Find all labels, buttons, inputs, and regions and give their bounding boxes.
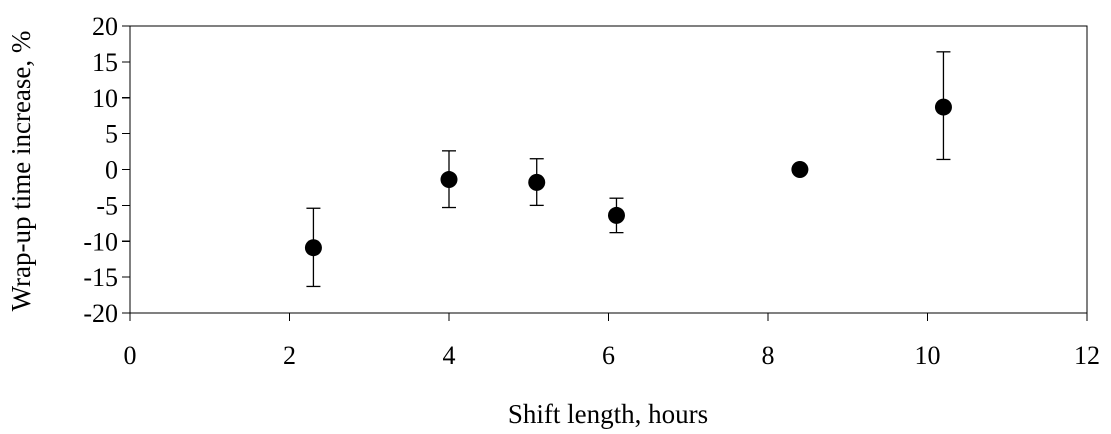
error-bars	[306, 51, 951, 288]
y-tick-label: -20	[83, 299, 118, 328]
x-tick-label: 4	[443, 341, 456, 370]
data-point	[528, 173, 546, 191]
x-axis-ticks: 0 2 4 6 8 10 12	[124, 313, 1100, 370]
data-point	[440, 171, 458, 189]
x-tick-label: 12	[1074, 341, 1100, 370]
y-axis-ticks: -20 -15 -10 -5 0 5 10 15 20	[83, 12, 130, 328]
y-tick-label: 15	[92, 48, 118, 77]
data-point	[607, 206, 625, 224]
x-tick-label: 10	[915, 341, 941, 370]
y-tick-label: 0	[105, 156, 118, 185]
data-point	[791, 161, 809, 178]
y-tick-label: 5	[105, 120, 118, 149]
x-tick-label: 2	[283, 341, 296, 370]
x-axis-title: Shift length, hours	[508, 399, 708, 429]
x-tick-label: 8	[762, 341, 775, 370]
x-tick-label: 0	[124, 341, 137, 370]
data-point	[304, 239, 322, 257]
y-tick-label: -5	[96, 191, 118, 220]
x-tick-label: 6	[602, 341, 615, 370]
y-tick-label: 20	[92, 12, 118, 41]
y-tick-label: -15	[83, 263, 118, 292]
data-point	[934, 98, 952, 116]
data-points	[304, 98, 952, 257]
y-axis-title: Wrap-up time increase, %	[6, 31, 36, 312]
y-tick-label: 10	[92, 84, 118, 113]
y-tick-label: -10	[83, 227, 118, 256]
